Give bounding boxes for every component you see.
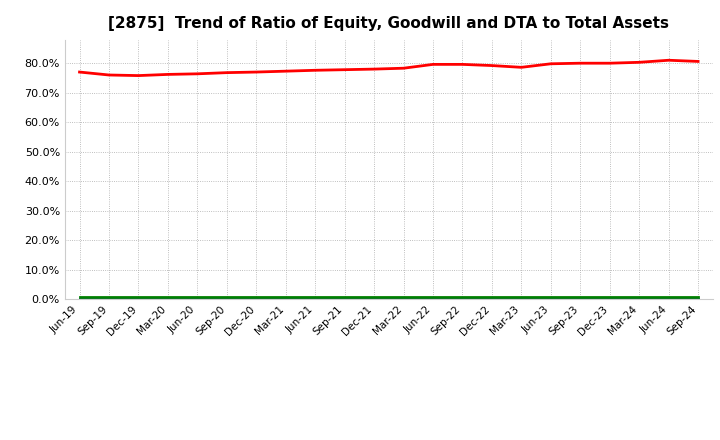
Deferred Tax Assets [458, 294, 467, 300]
Deferred Tax Assets [311, 294, 320, 300]
Equity [399, 66, 408, 71]
Goodwill [665, 296, 673, 301]
Equity [428, 62, 437, 67]
Deferred Tax Assets [428, 294, 437, 300]
Goodwill [370, 296, 379, 301]
Goodwill [134, 296, 143, 301]
Equity [134, 73, 143, 78]
Equity [517, 65, 526, 70]
Equity [341, 67, 349, 72]
Goodwill [428, 296, 437, 301]
Equity [487, 63, 496, 68]
Equity [458, 62, 467, 67]
Line: Equity: Equity [79, 60, 698, 76]
Deferred Tax Assets [104, 294, 113, 300]
Equity [163, 72, 172, 77]
Equity [222, 70, 231, 75]
Equity [606, 61, 614, 66]
Deferred Tax Assets [134, 294, 143, 300]
Goodwill [252, 296, 261, 301]
Goodwill [606, 296, 614, 301]
Deferred Tax Assets [576, 294, 585, 300]
Deferred Tax Assets [341, 294, 349, 300]
Deferred Tax Assets [517, 294, 526, 300]
Deferred Tax Assets [370, 294, 379, 300]
Deferred Tax Assets [694, 294, 703, 300]
Goodwill [635, 296, 644, 301]
Deferred Tax Assets [546, 294, 555, 300]
Deferred Tax Assets [75, 294, 84, 300]
Equity [104, 72, 113, 77]
Goodwill [576, 296, 585, 301]
Equity [694, 59, 703, 64]
Deferred Tax Assets [487, 294, 496, 300]
Deferred Tax Assets [606, 294, 614, 300]
Deferred Tax Assets [163, 294, 172, 300]
Goodwill [487, 296, 496, 301]
Equity [635, 60, 644, 65]
Goodwill [193, 296, 202, 301]
Equity [311, 68, 320, 73]
Equity [546, 61, 555, 66]
Goodwill [546, 296, 555, 301]
Goodwill [311, 296, 320, 301]
Equity [576, 61, 585, 66]
Goodwill [75, 296, 84, 301]
Deferred Tax Assets [665, 294, 673, 300]
Equity [665, 58, 673, 63]
Deferred Tax Assets [252, 294, 261, 300]
Goodwill [163, 296, 172, 301]
Equity [252, 70, 261, 75]
Deferred Tax Assets [399, 294, 408, 300]
Goodwill [282, 296, 290, 301]
Equity [193, 71, 202, 77]
Equity [75, 70, 84, 75]
Goodwill [458, 296, 467, 301]
Deferred Tax Assets [282, 294, 290, 300]
Deferred Tax Assets [635, 294, 644, 300]
Equity [282, 69, 290, 74]
Goodwill [341, 296, 349, 301]
Equity [370, 66, 379, 72]
Deferred Tax Assets [193, 294, 202, 300]
Goodwill [694, 296, 703, 301]
Deferred Tax Assets [222, 294, 231, 300]
Goodwill [104, 296, 113, 301]
Goodwill [399, 296, 408, 301]
Title: [2875]  Trend of Ratio of Equity, Goodwill and DTA to Total Assets: [2875] Trend of Ratio of Equity, Goodwil… [108, 16, 670, 32]
Goodwill [222, 296, 231, 301]
Goodwill [517, 296, 526, 301]
